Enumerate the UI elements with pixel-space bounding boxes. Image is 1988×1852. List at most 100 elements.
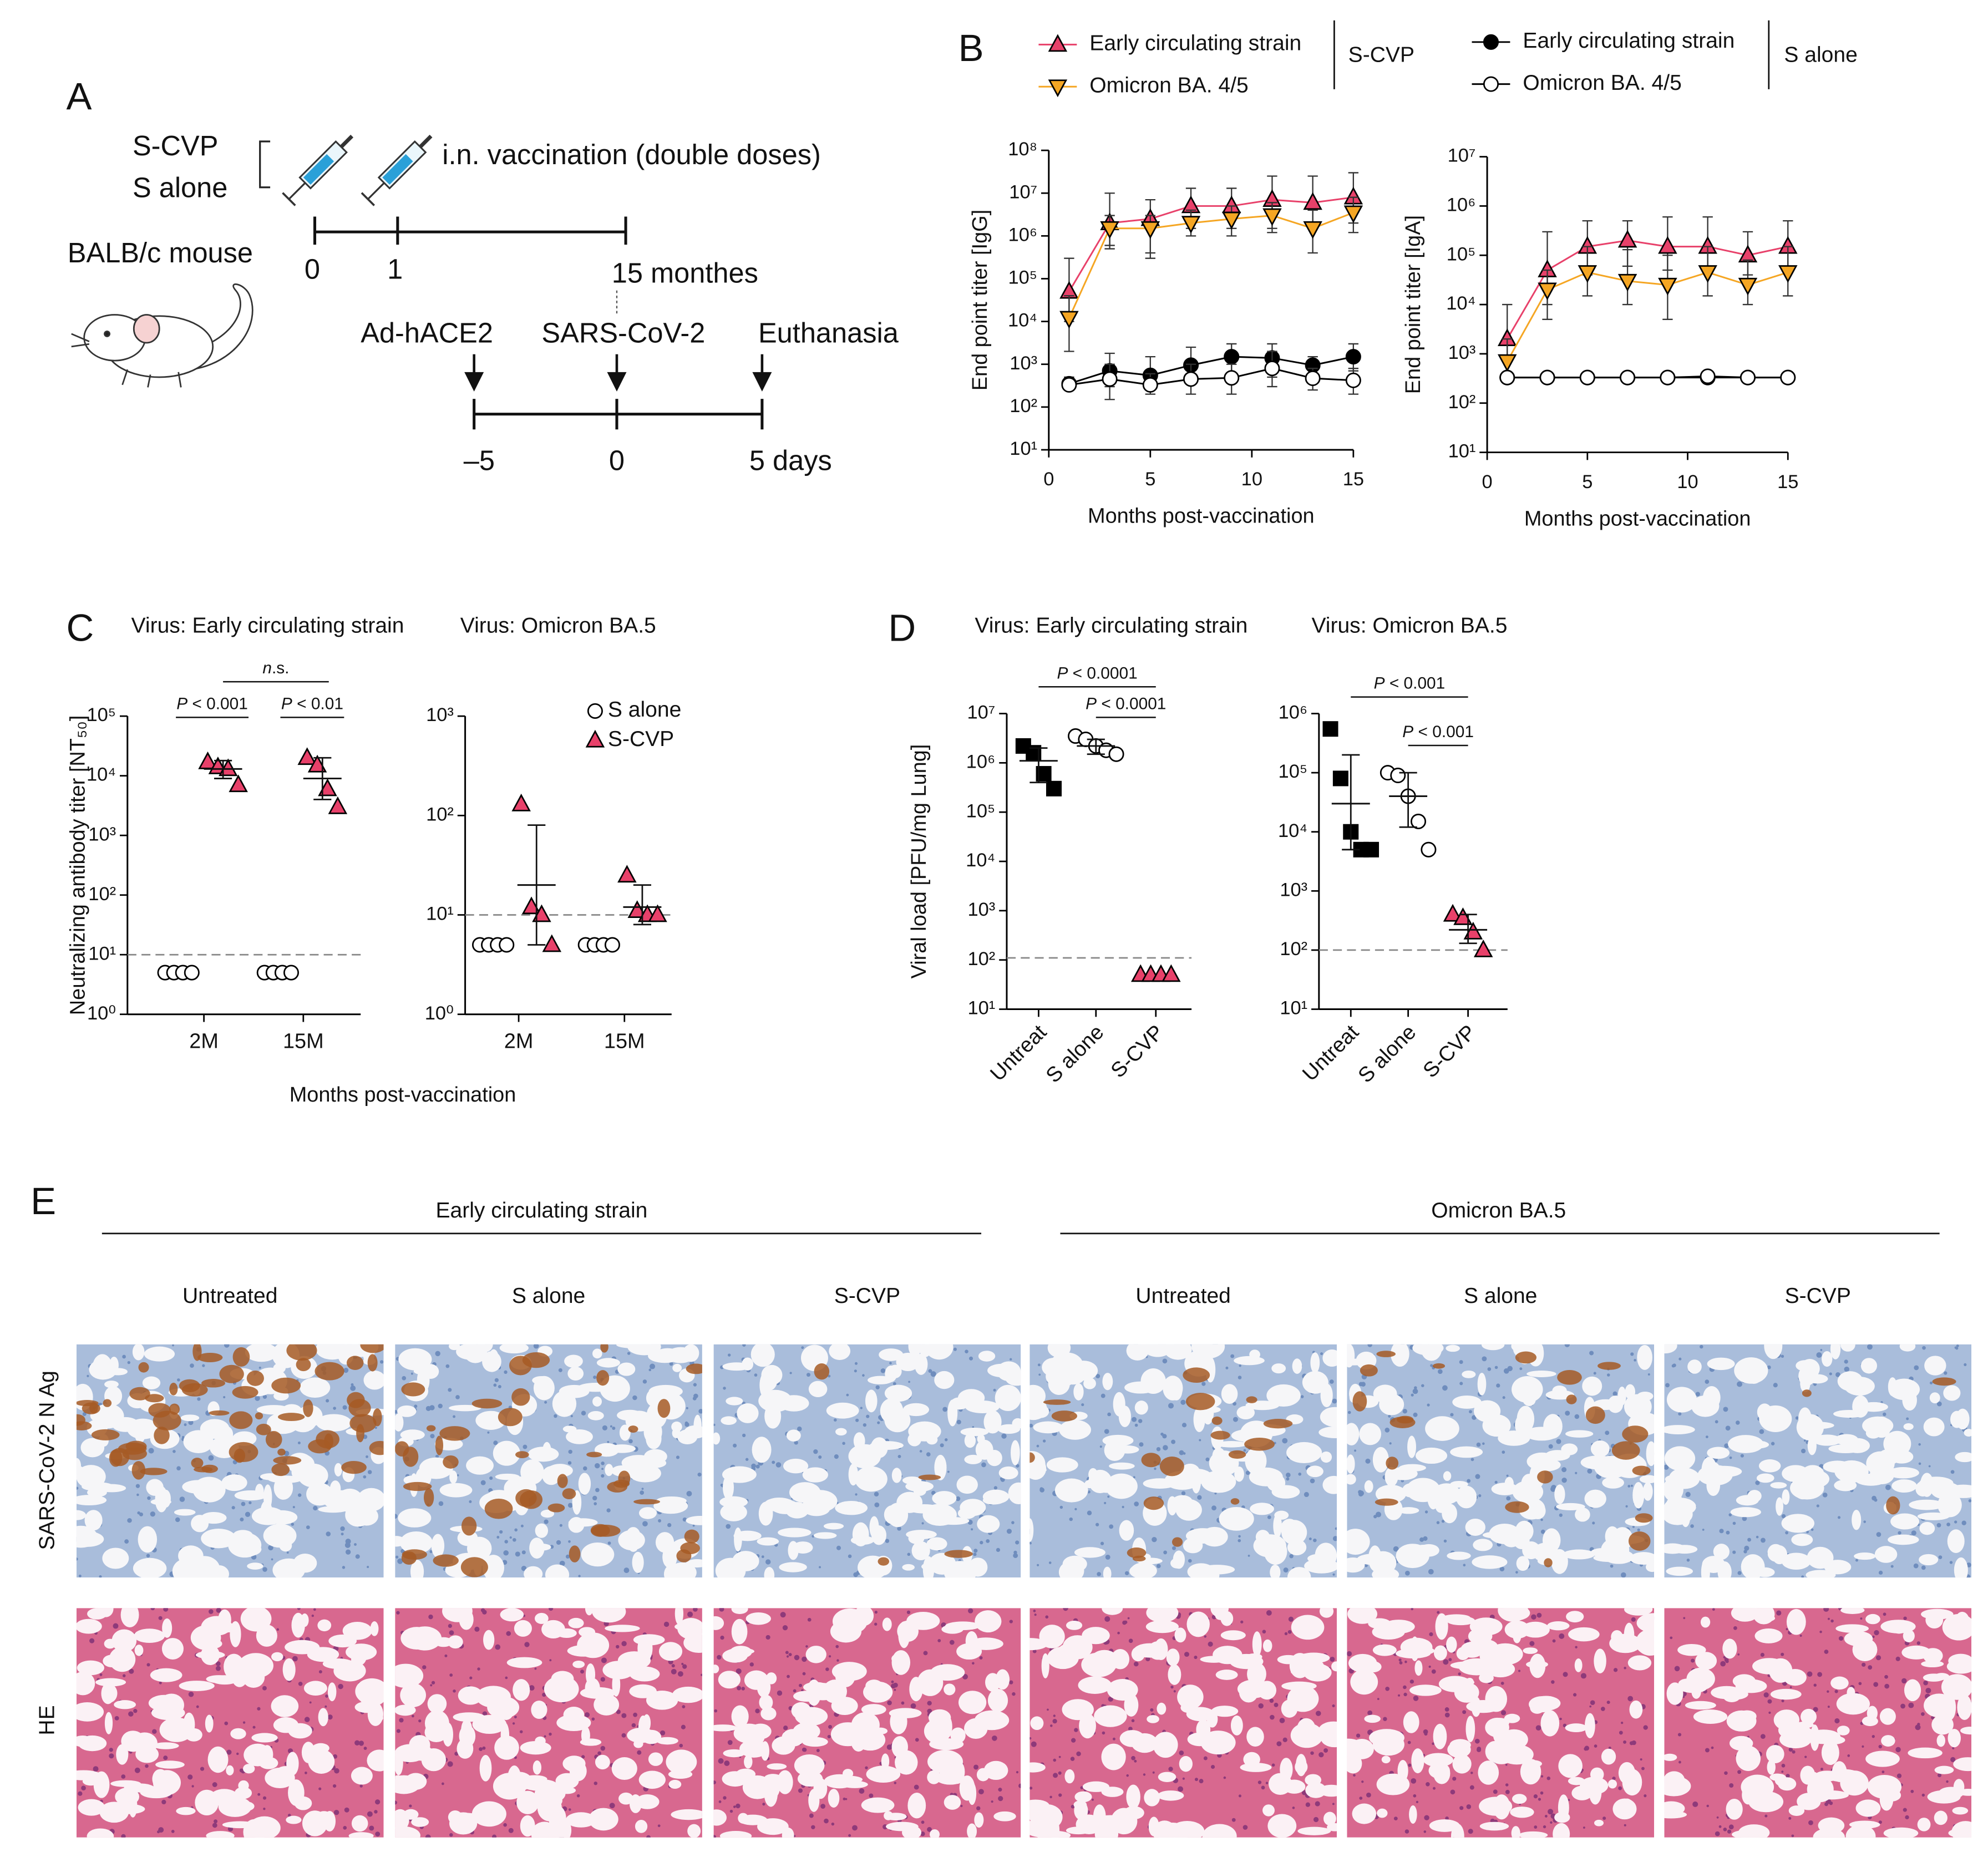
y-axis-label: Neutralizing antibody titer [NT₅₀] [67, 716, 90, 1016]
alveolus [1046, 1457, 1078, 1473]
alveolus [1372, 1644, 1397, 1656]
alveolus [671, 1809, 702, 1820]
nucleus [1063, 1608, 1068, 1611]
alveolus [1030, 1466, 1047, 1474]
alveolus [206, 1675, 232, 1683]
alveolus [395, 1775, 420, 1794]
nucleus [897, 1455, 901, 1458]
alveolus [626, 1527, 641, 1544]
alveolus [395, 1663, 424, 1688]
nucleus [915, 1738, 919, 1742]
stain [562, 1488, 576, 1500]
nucleus [1245, 1470, 1250, 1475]
alveolus [288, 1779, 305, 1807]
alveolus [487, 1696, 520, 1719]
nucleus [520, 1730, 523, 1733]
nucleus [1565, 1410, 1570, 1416]
nucleus [567, 1461, 572, 1465]
nucleus [1134, 1501, 1139, 1506]
group-label: S alone [133, 172, 227, 204]
stain [433, 1554, 459, 1567]
nucleus [1543, 1825, 1546, 1829]
stain [315, 1362, 344, 1381]
nucleus [1430, 1364, 1433, 1367]
nucleus [505, 1676, 508, 1680]
nucleus [430, 1684, 433, 1687]
nucleus [1058, 1771, 1062, 1775]
nucleus [342, 1566, 346, 1569]
alveolus [998, 1466, 1018, 1480]
alveolus [1738, 1824, 1770, 1838]
alveolus [605, 1464, 613, 1476]
nucleus [1107, 1412, 1111, 1417]
nucleus [1171, 1439, 1176, 1444]
alveolus [767, 1763, 787, 1770]
alveolus [1414, 1660, 1423, 1676]
alveolus [301, 1613, 309, 1627]
alveolus [890, 1708, 907, 1734]
nucleus [991, 1800, 993, 1803]
alveolus [723, 1749, 745, 1758]
nucleus [1450, 1413, 1454, 1417]
nucleus [395, 1555, 399, 1559]
nucleus [487, 1431, 490, 1434]
marker [521, 896, 541, 915]
nucleus [693, 1608, 698, 1612]
stain [1886, 1496, 1900, 1515]
alveolus [1948, 1729, 1961, 1748]
alveolus [1262, 1804, 1275, 1817]
alveolus [535, 1523, 549, 1538]
nucleus [1162, 1358, 1168, 1364]
alveolus [1584, 1489, 1606, 1508]
alveolus [471, 1801, 506, 1827]
nucleus [1408, 1763, 1412, 1767]
nucleus [1441, 1520, 1445, 1523]
nucleus [1482, 1356, 1487, 1362]
marker [1224, 370, 1240, 386]
nucleus [1100, 1393, 1105, 1398]
nucleus [469, 1676, 473, 1680]
nucleus [1087, 1510, 1092, 1515]
alveolus [589, 1808, 618, 1831]
nucleus [1284, 1632, 1288, 1636]
nucleus [1470, 1772, 1473, 1774]
histology-image [1030, 1344, 1337, 1578]
alveolus [1211, 1706, 1239, 1717]
nucleus [1876, 1532, 1882, 1537]
alveolus [1678, 1678, 1698, 1688]
nucleus [1540, 1518, 1543, 1521]
alveolus [1477, 1372, 1487, 1396]
nucleus [1468, 1829, 1473, 1834]
nucleus [1332, 1573, 1335, 1576]
alveolus [516, 1790, 539, 1814]
alveolus [1305, 1774, 1322, 1786]
nucleus [375, 1831, 381, 1837]
alveolus [367, 1702, 384, 1726]
alveolus [1888, 1534, 1919, 1545]
nucleus [1918, 1443, 1921, 1446]
alveolus [1116, 1445, 1139, 1454]
marker [229, 774, 248, 793]
annotation: P < 0.001 [1374, 674, 1446, 693]
nucleus [1678, 1412, 1682, 1416]
nucleus [1729, 1783, 1734, 1788]
nucleus [1830, 1619, 1834, 1623]
alveolus [116, 1744, 129, 1765]
stain [273, 1456, 302, 1465]
nucleus [1162, 1434, 1167, 1439]
y-tick-label: 10³ [88, 824, 116, 845]
nucleus [262, 1567, 267, 1572]
nucleus [1936, 1523, 1941, 1528]
nucleus [559, 1524, 562, 1527]
stain [684, 1529, 699, 1544]
alveolus [1054, 1478, 1088, 1503]
nucleus [772, 1460, 775, 1464]
alveolus [1179, 1755, 1193, 1772]
nucleus [1018, 1783, 1021, 1788]
y-tick-label: 10⁵ [966, 800, 996, 821]
nucleus [1540, 1529, 1545, 1534]
alveolus [1554, 1812, 1570, 1823]
stain [1544, 1558, 1553, 1567]
nucleus [410, 1372, 413, 1375]
